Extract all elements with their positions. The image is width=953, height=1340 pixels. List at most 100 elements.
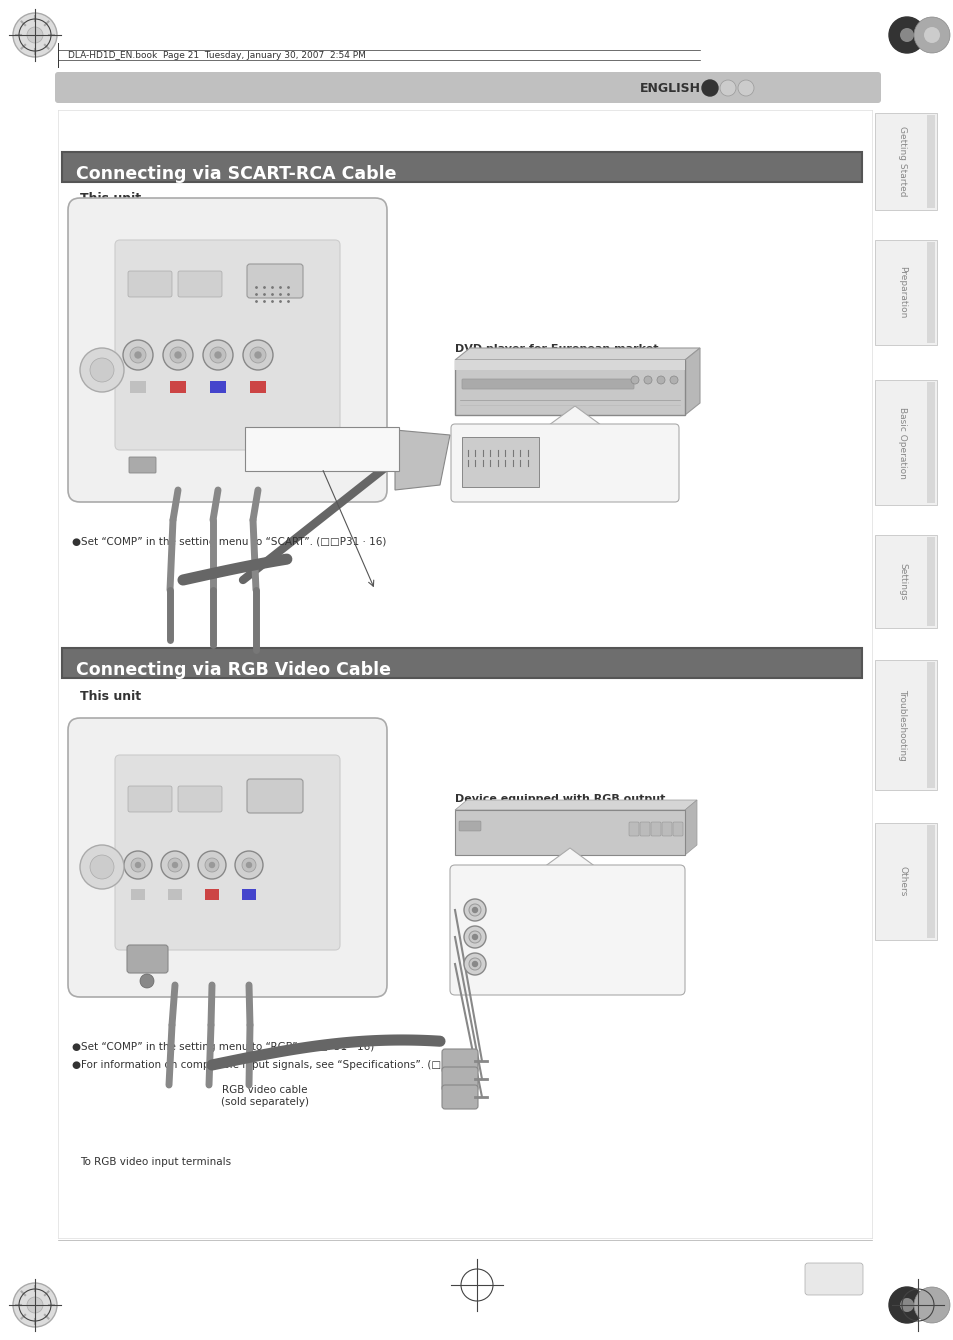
Text: Basic Operation: Basic Operation [898, 406, 906, 478]
Text: DVD player for European market: DVD player for European market [455, 344, 658, 354]
Bar [250, 381, 266, 393]
Text: SCART-RCA cable
(sold separately): SCART-RCA cable (sold separately) [277, 445, 366, 466]
Circle shape [135, 352, 141, 358]
Circle shape [198, 851, 226, 879]
Circle shape [472, 907, 477, 913]
Text: R: R [176, 377, 180, 382]
FancyBboxPatch shape [458, 821, 480, 831]
FancyBboxPatch shape [628, 821, 639, 836]
FancyBboxPatch shape [245, 427, 398, 470]
Text: ●For information on compatible input signals, see “Specifications”. (□□P52): ●For information on compatible input sig… [71, 1060, 474, 1071]
Text: Preparation: Preparation [898, 267, 906, 319]
FancyBboxPatch shape [115, 754, 339, 950]
Circle shape [140, 974, 153, 988]
Circle shape [246, 863, 252, 867]
Text: IN-OUT: IN-OUT [261, 302, 284, 306]
Text: R: R [210, 884, 213, 890]
FancyBboxPatch shape [115, 240, 339, 450]
FancyBboxPatch shape [128, 787, 172, 812]
Circle shape [130, 347, 146, 363]
FancyBboxPatch shape [926, 243, 934, 343]
Text: CrPr: CrPr [252, 377, 263, 382]
FancyBboxPatch shape [441, 1067, 477, 1091]
Circle shape [899, 28, 913, 42]
Bar [242, 888, 255, 900]
Circle shape [657, 377, 664, 385]
FancyBboxPatch shape [874, 823, 936, 939]
Circle shape [203, 340, 233, 370]
Text: Connecting via SCART-RCA Cable: Connecting via SCART-RCA Cable [76, 165, 396, 184]
Polygon shape [395, 430, 450, 490]
Text: 21: 21 [821, 1270, 845, 1288]
Circle shape [210, 863, 214, 867]
Text: CbPb: CbPb [211, 377, 225, 382]
FancyBboxPatch shape [874, 381, 936, 505]
Circle shape [80, 348, 124, 393]
Polygon shape [684, 800, 697, 855]
FancyBboxPatch shape [461, 379, 634, 389]
FancyBboxPatch shape [455, 809, 684, 855]
FancyBboxPatch shape [926, 537, 934, 626]
Text: RGB video cable
(sold separately): RGB video cable (sold separately) [221, 1085, 309, 1107]
FancyBboxPatch shape [68, 198, 387, 502]
Text: CbPb: CbPb [242, 884, 255, 890]
FancyBboxPatch shape [461, 437, 538, 486]
Circle shape [888, 17, 924, 54]
FancyBboxPatch shape [874, 661, 936, 791]
FancyBboxPatch shape [926, 662, 934, 788]
FancyBboxPatch shape [178, 787, 222, 812]
Polygon shape [544, 406, 604, 427]
Text: HDMI 2: HDMI 2 [127, 816, 150, 821]
FancyBboxPatch shape [874, 535, 936, 628]
FancyBboxPatch shape [441, 1085, 477, 1110]
FancyBboxPatch shape [127, 945, 168, 973]
Circle shape [161, 851, 189, 879]
Polygon shape [539, 848, 599, 870]
FancyBboxPatch shape [178, 271, 222, 297]
Circle shape [124, 851, 152, 879]
FancyBboxPatch shape [247, 264, 303, 297]
Circle shape [174, 352, 181, 358]
Bar [170, 381, 186, 393]
Circle shape [469, 905, 480, 917]
Circle shape [131, 858, 145, 872]
Circle shape [630, 377, 639, 385]
Circle shape [913, 17, 949, 54]
FancyBboxPatch shape [639, 821, 649, 836]
Polygon shape [455, 800, 697, 809]
Text: Cr: Cr [255, 385, 260, 390]
Text: ENGLISH: ENGLISH [639, 82, 700, 95]
Circle shape [214, 352, 221, 358]
Text: C: C [176, 385, 179, 390]
Circle shape [163, 340, 193, 370]
FancyBboxPatch shape [804, 1264, 862, 1294]
Circle shape [923, 27, 939, 43]
Circle shape [170, 347, 186, 363]
Circle shape [469, 958, 480, 970]
Circle shape [472, 962, 477, 966]
Text: DLA-HD1D_EN.book  Page 21  Tuesday, January 30, 2007  2:54 PM: DLA-HD1D_EN.book Page 21 Tuesday, Januar… [68, 51, 366, 59]
Text: To RGB video input terminals: To RGB video input terminals [80, 1156, 231, 1167]
Text: Connecting via RGB Video Cable: Connecting via RGB Video Cable [76, 661, 391, 679]
Bar [210, 381, 226, 393]
FancyBboxPatch shape [247, 779, 303, 813]
Circle shape [90, 855, 113, 879]
Circle shape [13, 1282, 57, 1327]
Text: ●Set “COMP” in the setting menu to “SCART”. (□□P31 · 16): ●Set “COMP” in the setting menu to “SCAR… [71, 537, 386, 547]
Text: ●Set “COMP” in the setting menu to “RGB”. (□□P31 · 16): ●Set “COMP” in the setting menu to “RGB”… [71, 1043, 374, 1052]
Circle shape [168, 858, 182, 872]
Circle shape [463, 899, 485, 921]
Text: B: B [216, 385, 219, 390]
Text: B (Blue): B (Blue) [493, 933, 537, 942]
Circle shape [243, 340, 273, 370]
Circle shape [913, 1286, 949, 1323]
FancyBboxPatch shape [926, 382, 934, 502]
Circle shape [80, 846, 124, 888]
FancyBboxPatch shape [874, 240, 936, 344]
Circle shape [123, 340, 152, 370]
Circle shape [888, 1286, 924, 1323]
Text: HDMI 1: HDMI 1 [176, 816, 199, 821]
FancyBboxPatch shape [451, 423, 679, 502]
Circle shape [738, 80, 753, 96]
Circle shape [720, 80, 735, 96]
